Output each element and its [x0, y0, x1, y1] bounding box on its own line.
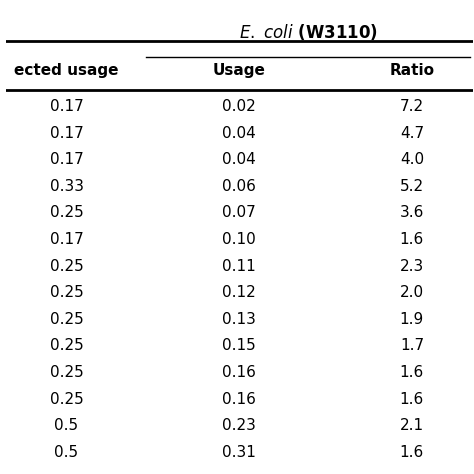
Text: 0.33: 0.33 — [50, 179, 83, 194]
Text: Ratio: Ratio — [390, 63, 435, 78]
Text: 0.13: 0.13 — [222, 312, 256, 327]
Text: 0.17: 0.17 — [50, 232, 83, 247]
Text: 4.7: 4.7 — [400, 126, 424, 141]
Text: 0.17: 0.17 — [50, 99, 83, 114]
Text: 0.06: 0.06 — [222, 179, 256, 194]
Text: 2.0: 2.0 — [400, 285, 424, 300]
Text: 0.25: 0.25 — [50, 205, 83, 220]
Text: 0.07: 0.07 — [222, 205, 256, 220]
Text: 0.04: 0.04 — [222, 126, 256, 141]
Text: 0.12: 0.12 — [222, 285, 256, 300]
Text: 0.25: 0.25 — [50, 312, 83, 327]
Text: 0.16: 0.16 — [222, 365, 256, 380]
Text: 1.6: 1.6 — [400, 392, 424, 407]
Text: 0.25: 0.25 — [50, 392, 83, 407]
Text: 0.23: 0.23 — [222, 418, 256, 433]
Text: 0.10: 0.10 — [222, 232, 256, 247]
Text: 0.17: 0.17 — [50, 152, 83, 167]
Text: 0.04: 0.04 — [222, 152, 256, 167]
Text: 0.15: 0.15 — [222, 338, 256, 354]
Text: 0.25: 0.25 — [50, 365, 83, 380]
Text: 4.0: 4.0 — [400, 152, 424, 167]
Text: 1.6: 1.6 — [400, 445, 424, 460]
Text: 1.9: 1.9 — [400, 312, 424, 327]
Text: 1.6: 1.6 — [400, 365, 424, 380]
Text: 2.3: 2.3 — [400, 259, 424, 273]
Text: ected usage: ected usage — [14, 63, 119, 78]
Text: 2.1: 2.1 — [400, 418, 424, 433]
Text: Usage: Usage — [213, 63, 266, 78]
Text: 1.6: 1.6 — [400, 232, 424, 247]
Text: 0.25: 0.25 — [50, 285, 83, 300]
Text: 0.25: 0.25 — [50, 259, 83, 273]
Text: 0.5: 0.5 — [55, 445, 79, 460]
Text: 5.2: 5.2 — [400, 179, 424, 194]
Text: 0.5: 0.5 — [55, 418, 79, 433]
Text: 0.17: 0.17 — [50, 126, 83, 141]
Text: $\it{E.\ coli}$ (W3110): $\it{E.\ coli}$ (W3110) — [238, 22, 378, 42]
Text: 7.2: 7.2 — [400, 99, 424, 114]
Text: 1.7: 1.7 — [400, 338, 424, 354]
Text: 3.6: 3.6 — [400, 205, 424, 220]
Text: 0.31: 0.31 — [222, 445, 256, 460]
Text: 0.16: 0.16 — [222, 392, 256, 407]
Text: 0.11: 0.11 — [222, 259, 256, 273]
Text: 0.25: 0.25 — [50, 338, 83, 354]
Text: 0.02: 0.02 — [222, 99, 256, 114]
